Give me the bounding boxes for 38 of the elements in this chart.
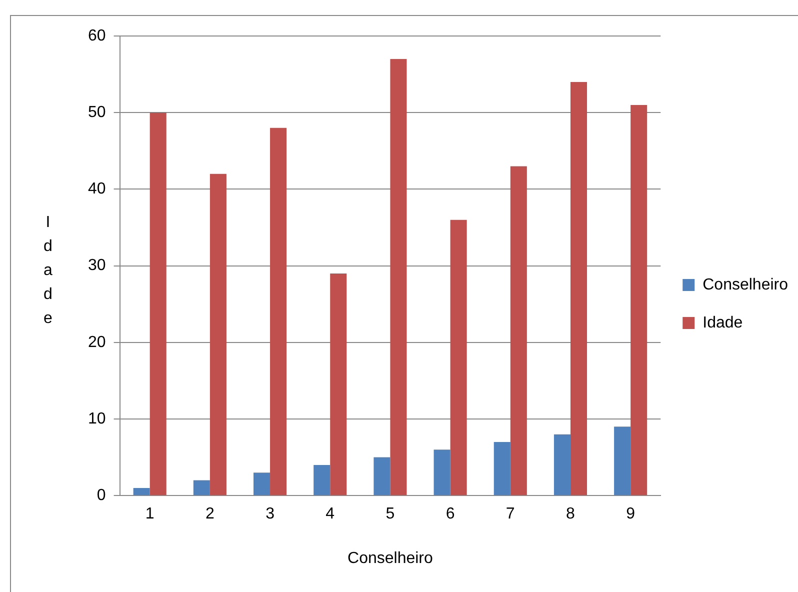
bar (193, 480, 210, 496)
x-axis-title: Conselheiro (348, 550, 433, 567)
bar (510, 166, 527, 496)
y-tick-label: 50 (88, 104, 106, 122)
bar (270, 128, 287, 496)
bar (133, 488, 150, 496)
bar (554, 434, 570, 496)
bar (254, 472, 270, 496)
bar (434, 450, 450, 496)
bar (450, 220, 467, 496)
bar (630, 104, 648, 496)
y-tick-label: 40 (88, 180, 106, 198)
bar (494, 442, 510, 496)
x-tick-label: 6 (446, 506, 455, 523)
y-tick-label: 0 (96, 487, 106, 504)
bar (570, 82, 588, 496)
y-tick-label: 30 (88, 257, 106, 274)
y-tick-label: 10 (88, 410, 106, 428)
x-tick-label: 3 (266, 506, 275, 523)
legend-label: Idade (702, 314, 743, 332)
x-tick-label: 7 (506, 506, 515, 523)
y-tick-label: 60 (88, 27, 106, 44)
x-tick-label: 1 (145, 506, 154, 523)
bar (390, 58, 407, 496)
legend-label: Conselheiro (702, 276, 788, 294)
x-tick-label: 4 (326, 506, 335, 523)
y-tick-label: 20 (88, 334, 106, 351)
bar (614, 426, 631, 496)
bar (150, 112, 166, 496)
x-tick-label: 8 (566, 506, 576, 523)
bar (314, 464, 330, 496)
x-tick-label: 2 (205, 506, 214, 523)
bar (210, 174, 226, 496)
bar (330, 273, 347, 496)
y-axis-title: Idade (44, 214, 53, 328)
x-tick-label: 5 (386, 506, 395, 523)
x-tick-label: 9 (626, 506, 636, 523)
bar (374, 457, 390, 496)
